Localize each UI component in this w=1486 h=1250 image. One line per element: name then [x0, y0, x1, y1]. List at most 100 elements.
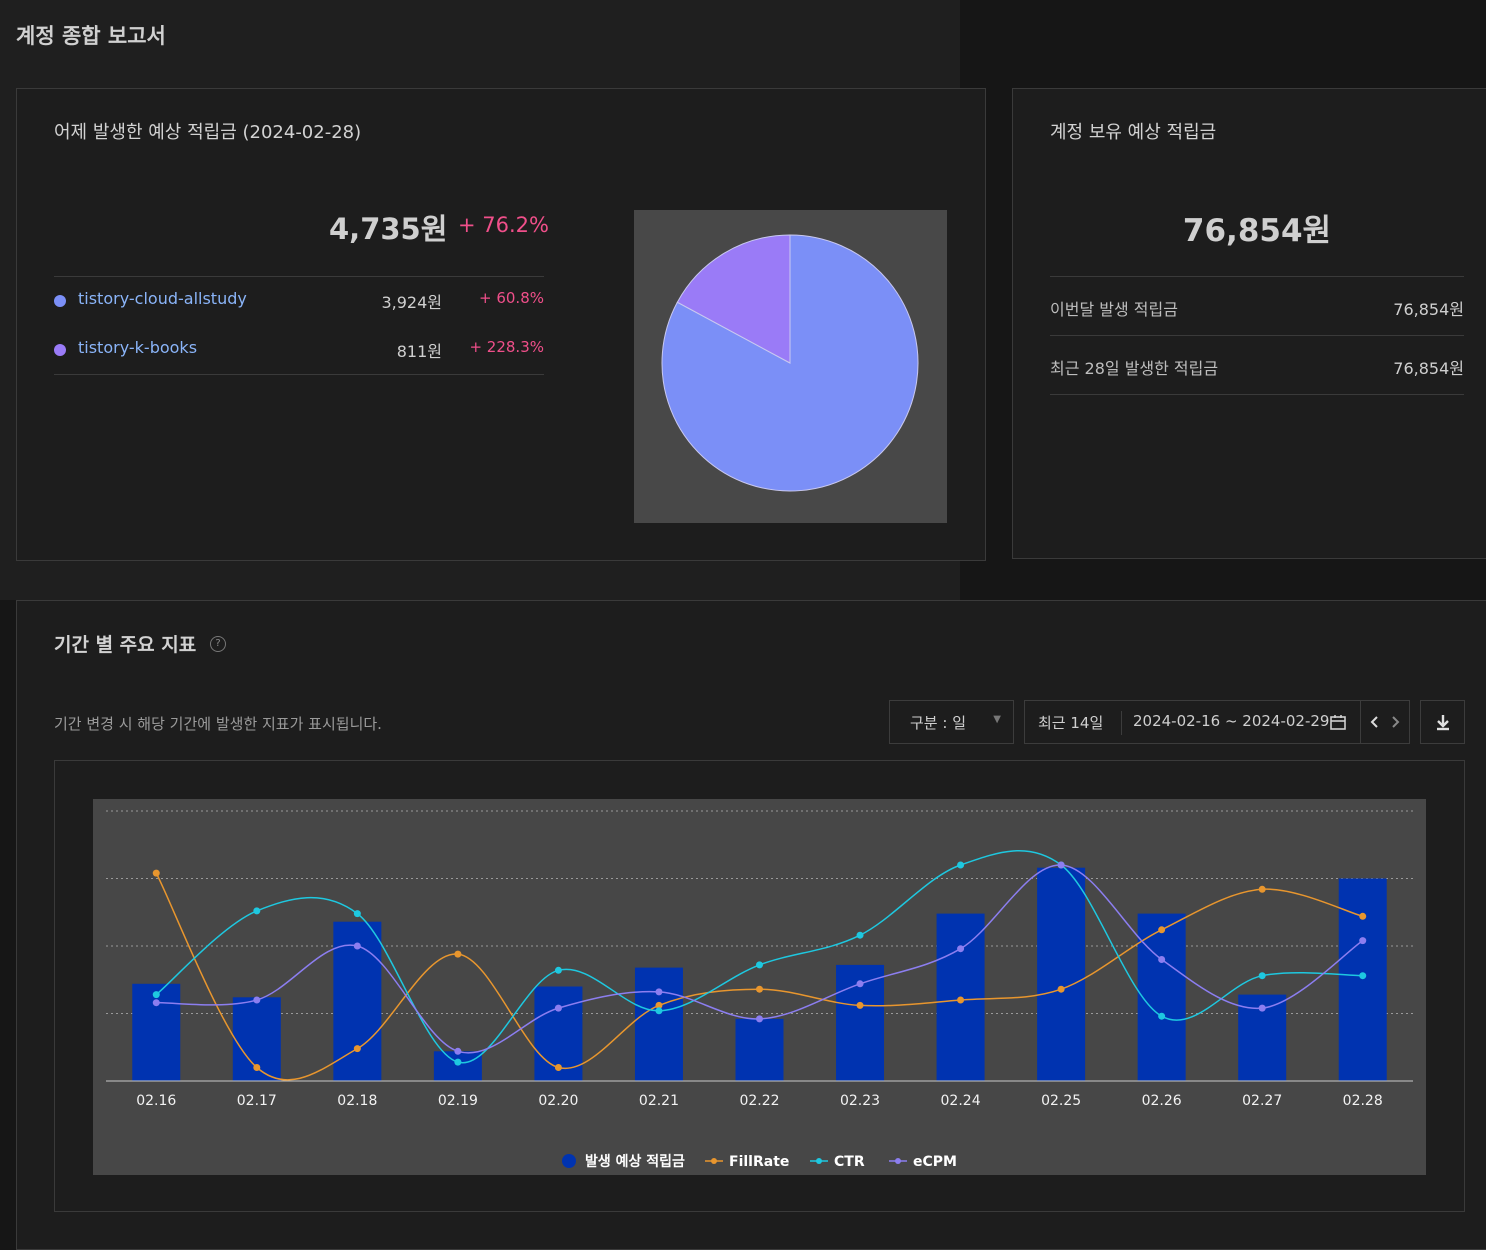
- x-tick-label: 02.21: [639, 1093, 679, 1109]
- question-circle-icon[interactable]: ?: [210, 636, 226, 652]
- divider: [1050, 276, 1464, 277]
- site-name-link[interactable]: tistory-cloud-allstudy: [78, 289, 247, 308]
- series-point[interactable]: [655, 1001, 663, 1009]
- picker-divider: [1360, 701, 1361, 743]
- divider: [54, 374, 544, 375]
- series-point[interactable]: [1057, 985, 1065, 993]
- x-tick-label: 02.25: [1041, 1093, 1081, 1109]
- legend-label[interactable]: eCPM: [913, 1154, 957, 1170]
- x-tick-label: 02.23: [840, 1093, 880, 1109]
- x-tick-label: 02.27: [1242, 1093, 1282, 1109]
- series-point[interactable]: [957, 945, 965, 953]
- divider: [1050, 394, 1464, 395]
- x-tick-label: 02.24: [941, 1093, 981, 1109]
- site-color-dot: [54, 344, 66, 356]
- site-change: + 228.3%: [469, 338, 544, 356]
- bar[interactable]: [132, 983, 181, 1081]
- series-point[interactable]: [655, 988, 663, 996]
- group-select[interactable]: 구분 : 일 ▼: [889, 700, 1014, 744]
- pie-slice[interactable]: [676, 234, 791, 364]
- series-point[interactable]: [1158, 956, 1166, 963]
- holdings-row-value: 76,854원: [1393, 359, 1464, 378]
- series-point[interactable]: [253, 1064, 261, 1071]
- x-tick-label: 02.20: [538, 1093, 578, 1109]
- series-point[interactable]: [856, 931, 864, 939]
- series-point[interactable]: [353, 942, 361, 950]
- legend-label[interactable]: CTR: [834, 1154, 865, 1170]
- x-tick-label: 02.16: [136, 1093, 176, 1109]
- legend-label[interactable]: FillRate: [729, 1154, 789, 1170]
- x-tick-label: 02.18: [337, 1093, 377, 1109]
- series-point[interactable]: [253, 996, 261, 1004]
- bar[interactable]: [1338, 878, 1387, 1082]
- download-button[interactable]: [1420, 700, 1465, 744]
- range-preset-label[interactable]: 최근 14일: [1038, 714, 1104, 732]
- metrics-description: 기간 변경 시 해당 기간에 발생한 지표가 표시됩니다.: [54, 715, 382, 733]
- series-point[interactable]: [856, 980, 864, 988]
- site-share-pie-chart: [634, 210, 947, 523]
- series-point[interactable]: [1258, 972, 1266, 980]
- series-point[interactable]: [856, 1001, 864, 1009]
- caret-down-icon: ▼: [993, 714, 1001, 725]
- series-point[interactable]: [1258, 885, 1266, 893]
- series-point[interactable]: [957, 861, 965, 869]
- series-point[interactable]: [1359, 937, 1367, 945]
- bar[interactable]: [1037, 867, 1086, 1081]
- series-point[interactable]: [353, 910, 361, 918]
- series-point[interactable]: [1158, 1012, 1166, 1020]
- x-tick-label: 02.28: [1343, 1093, 1383, 1109]
- series-point[interactable]: [655, 1007, 663, 1015]
- holdings-row-label: 최근 28일 발생한 적립금: [1050, 359, 1219, 378]
- bar[interactable]: [634, 967, 683, 1081]
- series-point[interactable]: [1057, 861, 1065, 869]
- series-point[interactable]: [1359, 972, 1367, 980]
- series-point[interactable]: [756, 1015, 763, 1023]
- series-point[interactable]: [454, 1058, 462, 1066]
- yesterday-change: + 76.2%: [458, 213, 549, 237]
- date-range-picker[interactable]: 최근 14일 2024-02-16 ~ 2024-02-29: [1024, 700, 1410, 744]
- series-point[interactable]: [957, 996, 965, 1004]
- site-row[interactable]: tistory-k-books 811원 + 228.3%: [54, 338, 544, 362]
- chevron-left-icon[interactable]: [1368, 714, 1382, 734]
- download-icon: [1433, 712, 1453, 736]
- series-point[interactable]: [756, 985, 763, 993]
- series-point[interactable]: [353, 1045, 361, 1053]
- legend-marker: [895, 1158, 901, 1164]
- x-tick-label: 02.19: [438, 1093, 478, 1109]
- yesterday-card-title: 어제 발생한 예상 적립금 (2024-02-28): [54, 122, 362, 143]
- divider: [1050, 335, 1464, 336]
- series-point[interactable]: [1158, 926, 1166, 934]
- series-point[interactable]: [1359, 912, 1367, 920]
- holdings-total: 76,854원: [1182, 213, 1332, 249]
- metrics-chart-frame: 02.16 02.17 02.18 02.19 02.20 02.21 02.22 02.23…: [54, 760, 1465, 1212]
- series-point[interactable]: [1258, 1004, 1266, 1012]
- date-range-text[interactable]: 2024-02-16 ~ 2024-02-29: [1133, 712, 1330, 730]
- page-title: 계정 종합 보고서: [16, 24, 166, 48]
- series-point[interactable]: [253, 907, 261, 915]
- site-change: + 60.8%: [479, 289, 544, 307]
- series-point[interactable]: [152, 869, 160, 877]
- series-point[interactable]: [554, 1064, 562, 1071]
- calendar-icon[interactable]: [1329, 713, 1347, 735]
- picker-divider: [1121, 711, 1122, 735]
- x-tick-label: 02.22: [739, 1093, 779, 1109]
- series-point[interactable]: [756, 961, 763, 969]
- legend-label[interactable]: 발생 예상 적립금: [585, 1153, 685, 1170]
- divider: [54, 276, 544, 277]
- site-name-link[interactable]: tistory-k-books: [78, 338, 198, 357]
- site-row[interactable]: tistory-cloud-allstudy 3,924원 + 60.8%: [54, 289, 544, 313]
- bar[interactable]: [735, 1018, 784, 1081]
- series-point[interactable]: [454, 1047, 462, 1055]
- holdings-row-label: 이번달 발생 적립금: [1050, 300, 1178, 319]
- series-point[interactable]: [554, 966, 562, 974]
- series-point[interactable]: [152, 999, 160, 1007]
- site-amount: 3,924원: [381, 293, 442, 312]
- series-point[interactable]: [152, 991, 160, 999]
- pie-svg: [661, 234, 919, 492]
- series-point[interactable]: [554, 1004, 562, 1012]
- site-color-dot: [54, 295, 66, 307]
- bar[interactable]: [433, 1051, 482, 1081]
- series-point[interactable]: [454, 950, 462, 958]
- bar[interactable]: [1137, 913, 1186, 1081]
- chevron-right-icon[interactable]: [1388, 714, 1402, 734]
